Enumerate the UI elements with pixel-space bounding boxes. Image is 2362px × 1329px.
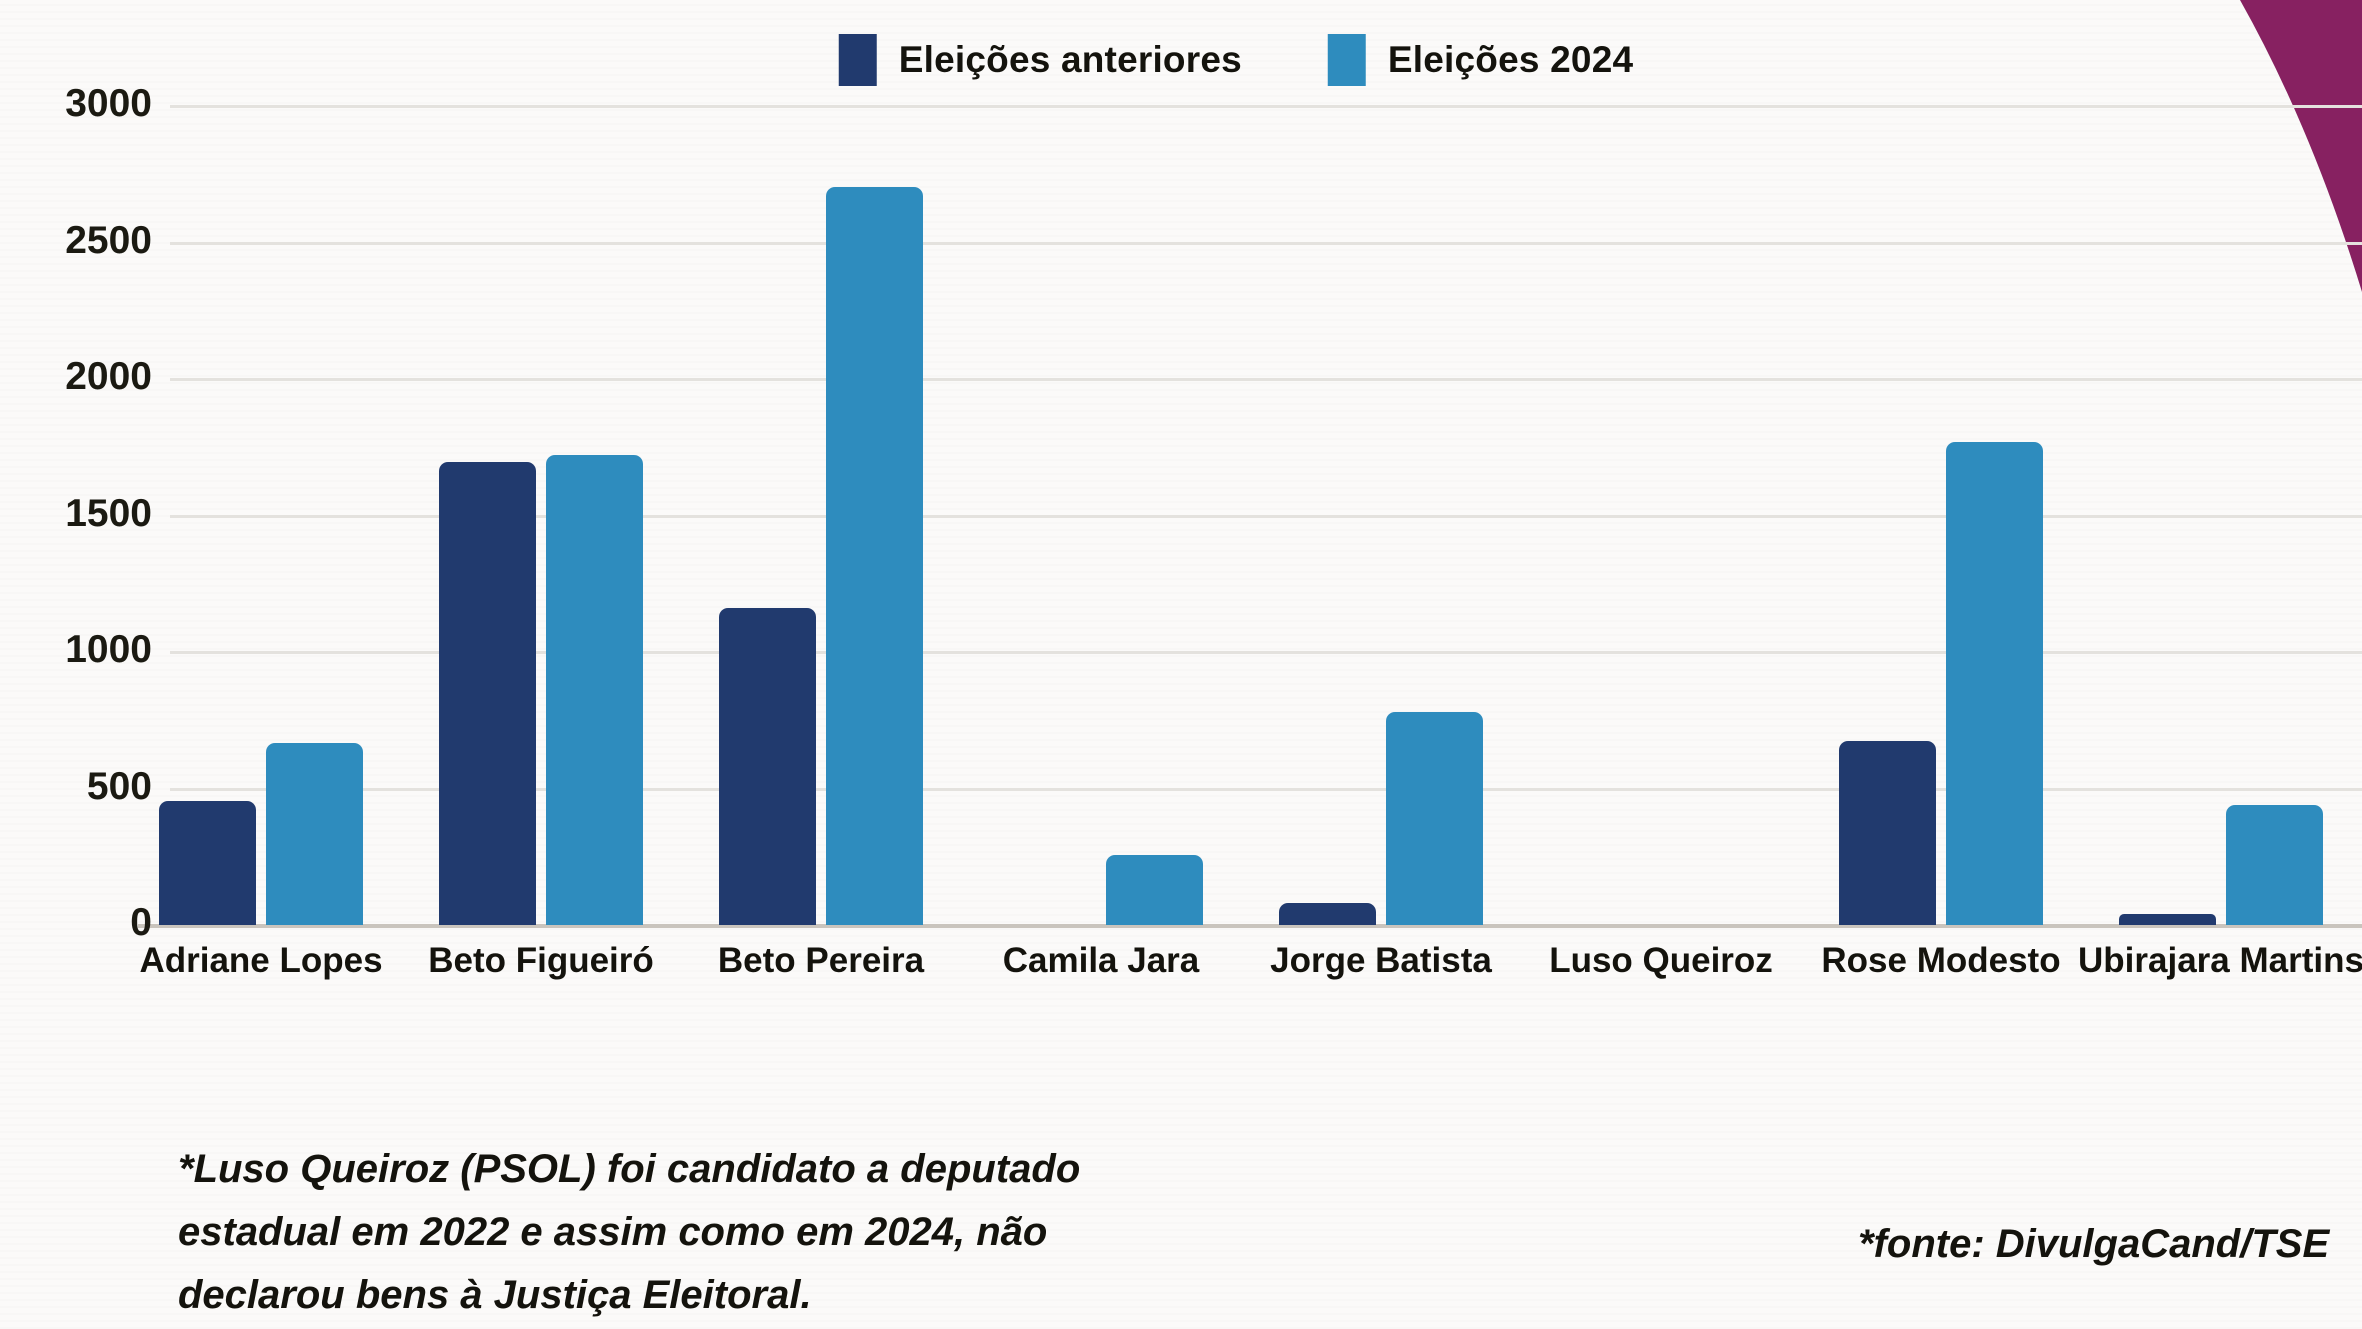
legend-item-previous-elections: Eleições anteriores xyxy=(838,34,1242,86)
y-tick-label: 2500 xyxy=(65,218,152,262)
legend-label-previous-elections: Eleições anteriores xyxy=(898,39,1242,80)
footnote-source: *fonte: DivulgaCand/TSE xyxy=(1858,1222,2330,1266)
legend-swatch-elections-2024-icon xyxy=(1327,34,1366,86)
bar-beto-figueiro-eleicoes-2024 xyxy=(546,455,643,925)
y-tick-label: 2000 xyxy=(65,355,152,398)
chart-legend: Eleições anteriores Eleições 2024 xyxy=(838,34,1634,86)
y-gridline xyxy=(170,105,2362,108)
footnote-luso-queiroz: *Luso Queiroz (PSOL) foi candidato a dep… xyxy=(178,1138,1080,1327)
x-axis-line xyxy=(138,924,2362,928)
footnote-line-2: estadual em 2022 e assim como em 2024, n… xyxy=(178,1210,1048,1254)
footnote-line-1: *Luso Queiroz (PSOL) foi candidato a dep… xyxy=(178,1147,1081,1191)
y-tick-label: 0 xyxy=(130,901,152,944)
bar-beto-figueiro-eleicoes-anteriores xyxy=(439,462,536,925)
bar-rose-modesto-eleicoes-anteriores xyxy=(1839,740,1936,925)
x-axis-label-rose-modesto: Rose Modesto xyxy=(1821,941,2061,980)
y-tick-label: 1000 xyxy=(65,628,152,671)
bar-adriane-lopes-eleicoes-2024 xyxy=(266,743,363,925)
y-gridline xyxy=(170,651,2362,654)
x-axis-label-beto-figueiro: Beto Figueiró xyxy=(428,941,654,980)
x-axis-label-camila-jara: Camila Jara xyxy=(1002,941,1200,980)
x-axis-label-adriane-lopes: Adriane Lopes xyxy=(139,941,383,980)
x-axis-label-ubirajara-martins: Ubirajara Martins xyxy=(2078,941,2362,980)
x-axis-label-beto-pereira: Beto Pereira xyxy=(717,941,925,980)
y-gridline xyxy=(170,514,2362,518)
bar-ubirajara-martins-eleicoes-anteriores xyxy=(2119,914,2216,925)
y-gridline xyxy=(170,241,2362,245)
bar-camila-jara-eleicoes-2024 xyxy=(1106,855,1203,925)
bar-ubirajara-martins-eleicoes-2024 xyxy=(2226,804,2323,925)
y-gridline xyxy=(170,378,2362,381)
y-tick-label: 1500 xyxy=(65,491,152,535)
y-gridline xyxy=(170,787,2362,791)
bar-beto-pereira-eleicoes-anteriores xyxy=(719,608,816,925)
bar-jorge-batista-eleicoes-anteriores xyxy=(1279,903,1376,925)
legend-swatch-previous-elections-icon xyxy=(838,34,877,86)
x-axis-label-jorge-batista: Jorge Batista xyxy=(1270,941,1492,980)
bar-jorge-batista-eleicoes-2024 xyxy=(1386,712,1483,925)
legend-item-elections-2024: Eleições 2024 xyxy=(1327,34,1634,86)
bar-rose-modesto-eleicoes-2024 xyxy=(1946,441,2043,925)
y-tick-label: 3000 xyxy=(65,82,152,125)
legend-label-elections-2024: Eleições 2024 xyxy=(1387,39,1634,80)
footnote-line-3: declarou bens à Justiça Eleitoral. xyxy=(178,1273,812,1317)
x-axis-label-luso-queiroz: Luso Queiroz xyxy=(1549,941,1773,980)
bar-adriane-lopes-eleicoes-anteriores xyxy=(159,800,256,925)
y-tick-label: 500 xyxy=(86,764,152,808)
bar-beto-pereira-eleicoes-2024 xyxy=(826,186,923,925)
